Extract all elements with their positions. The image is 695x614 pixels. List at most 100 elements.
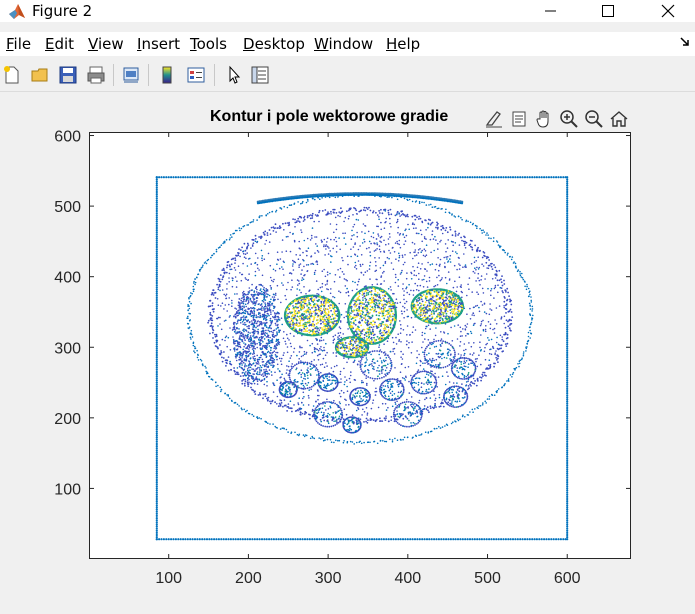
scatter-point bbox=[382, 385, 385, 387]
insert-legend-button[interactable] bbox=[184, 63, 208, 87]
scatter-point bbox=[384, 210, 387, 212]
zoom-out-button[interactable] bbox=[582, 108, 605, 131]
scatter-point bbox=[430, 370, 432, 372]
scatter-point bbox=[258, 269, 260, 271]
scatter-point bbox=[259, 316, 262, 318]
scatter-point bbox=[401, 176, 405, 179]
scatter-point bbox=[299, 538, 302, 541]
scatter-point bbox=[243, 382, 246, 385]
data-tips-button[interactable] bbox=[507, 108, 530, 131]
scatter-point bbox=[285, 428, 288, 431]
scatter-point bbox=[530, 332, 533, 335]
scatter-point bbox=[155, 487, 158, 490]
scatter-point bbox=[350, 238, 353, 240]
scatter-point bbox=[417, 252, 420, 254]
scatter-point bbox=[237, 301, 240, 303]
scatter-point bbox=[566, 193, 569, 196]
menu-edit[interactable]: Edit bbox=[45, 35, 75, 53]
scatter-point bbox=[500, 287, 503, 289]
scatter-point bbox=[172, 538, 175, 541]
scatter-point bbox=[416, 350, 418, 352]
scatter-point bbox=[276, 338, 278, 341]
scatter-point bbox=[268, 345, 271, 347]
minimize-button[interactable] bbox=[528, 0, 574, 22]
maximize-button[interactable] bbox=[585, 0, 631, 22]
zoom-in-button[interactable] bbox=[557, 108, 580, 131]
menu-file[interactable]: File bbox=[6, 35, 32, 53]
scatter-point bbox=[276, 379, 278, 382]
menu-help[interactable]: Help bbox=[386, 35, 421, 53]
menu-insert[interactable]: Insert bbox=[137, 35, 181, 53]
scatter-point bbox=[464, 176, 467, 179]
scatter-point bbox=[256, 263, 259, 266]
property-inspector-button[interactable] bbox=[248, 63, 272, 87]
link-plot-button[interactable] bbox=[119, 63, 143, 87]
scatter-point bbox=[334, 216, 337, 219]
scatter-point bbox=[339, 276, 341, 278]
scatter-point bbox=[497, 361, 499, 363]
scatter-point bbox=[441, 375, 444, 378]
scatter-point bbox=[419, 268, 422, 270]
scatter-point bbox=[222, 357, 225, 359]
scatter-point bbox=[559, 176, 563, 179]
scatter-point bbox=[241, 355, 244, 357]
scatter-point bbox=[236, 371, 239, 374]
scatter-point bbox=[366, 412, 369, 415]
scatter-point bbox=[155, 525, 158, 528]
save-button[interactable] bbox=[56, 63, 80, 87]
scatter-point bbox=[470, 385, 472, 387]
scatter-point bbox=[254, 262, 256, 264]
insert-legend-icon bbox=[187, 67, 205, 83]
scatter-point bbox=[340, 381, 342, 384]
scatter-point bbox=[447, 271, 450, 273]
restore-view-button[interactable] bbox=[607, 108, 630, 131]
menu-tools[interactable]: Tools bbox=[190, 35, 227, 53]
scatter-point bbox=[404, 366, 407, 369]
new-figure-button[interactable] bbox=[0, 63, 24, 87]
scatter-point bbox=[155, 445, 158, 448]
scatter-point bbox=[155, 415, 158, 418]
scatter-point bbox=[471, 248, 474, 251]
scatter-point bbox=[366, 176, 369, 179]
scatter-point bbox=[276, 358, 278, 361]
print-button[interactable] bbox=[84, 63, 108, 87]
menu-desktop[interactable]: Desktop bbox=[243, 35, 305, 53]
scatter-point bbox=[217, 347, 219, 350]
insert-colorbar-button[interactable] bbox=[156, 63, 180, 87]
brush-button[interactable] bbox=[482, 108, 505, 131]
scatter-point bbox=[245, 299, 248, 302]
pan-button[interactable] bbox=[532, 108, 555, 131]
scatter-point bbox=[251, 378, 254, 380]
edit-plot-button[interactable] bbox=[222, 63, 246, 87]
scatter-point bbox=[243, 306, 245, 309]
scatter-point bbox=[356, 235, 359, 238]
menu-window[interactable]: Window bbox=[314, 35, 374, 53]
scatter-point bbox=[364, 232, 366, 235]
scatter-point bbox=[425, 538, 429, 541]
scatter-point bbox=[337, 538, 340, 541]
scatter-point bbox=[464, 324, 467, 327]
close-button[interactable] bbox=[645, 0, 691, 22]
scatter-point bbox=[437, 207, 440, 210]
scatter-point bbox=[476, 291, 478, 293]
scatter-point bbox=[446, 371, 448, 373]
scatter-point bbox=[252, 334, 255, 336]
scatter-point bbox=[300, 373, 303, 376]
scatter-point bbox=[244, 380, 247, 383]
dock-arrow-icon[interactable] bbox=[679, 36, 691, 51]
scatter-point bbox=[412, 404, 415, 406]
scatter-point bbox=[268, 211, 271, 214]
scatter-point bbox=[566, 313, 569, 316]
scatter-point bbox=[339, 321, 342, 323]
scatter-point bbox=[271, 341, 274, 343]
open-file-button[interactable] bbox=[28, 63, 52, 87]
scatter-point bbox=[566, 226, 569, 230]
menu-view[interactable]: View bbox=[88, 35, 124, 53]
scatter-point bbox=[311, 195, 314, 198]
scatter-point bbox=[424, 362, 426, 365]
scatter-point bbox=[272, 299, 275, 301]
scatter-point bbox=[320, 371, 322, 374]
scatter-point bbox=[357, 248, 360, 251]
scatter-point bbox=[384, 260, 387, 263]
scatter-point bbox=[566, 406, 569, 410]
